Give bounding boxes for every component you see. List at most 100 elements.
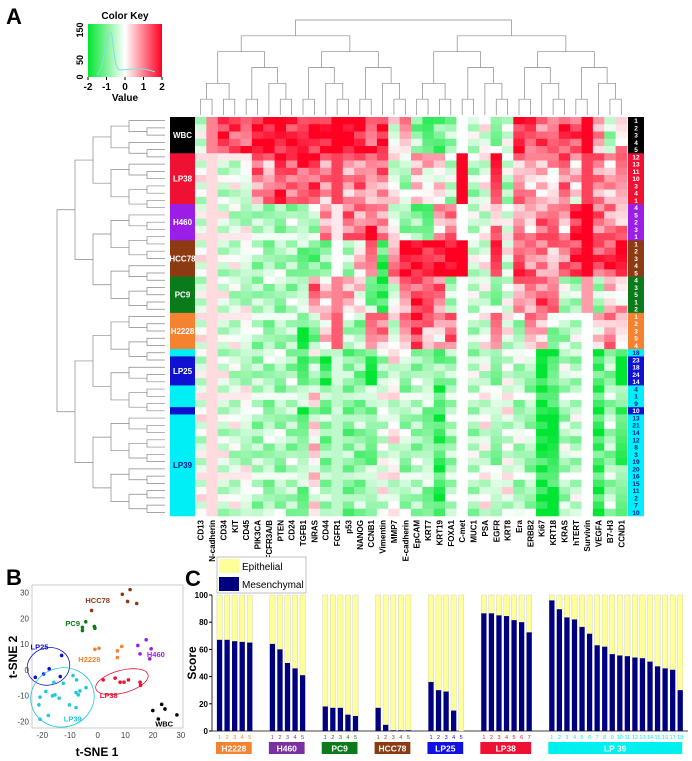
row-group-color bbox=[170, 465, 195, 473]
heatmap-cell bbox=[388, 494, 400, 502]
heatmap-cell bbox=[354, 486, 366, 495]
heatmap-cell bbox=[467, 247, 480, 256]
heatmap-cell bbox=[411, 283, 423, 292]
heatmap-cell bbox=[501, 189, 514, 198]
column-label: C-met bbox=[458, 520, 467, 543]
heatmap-cell bbox=[263, 349, 275, 357]
heatmap-cell bbox=[206, 160, 219, 169]
heatmap-cell bbox=[388, 204, 400, 212]
heatmap-cell bbox=[524, 399, 537, 408]
heatmap-cell bbox=[285, 334, 298, 343]
heatmap-cell bbox=[285, 385, 298, 393]
tsne-plot-area bbox=[31, 584, 184, 729]
heatmap-cell bbox=[501, 407, 514, 415]
heatmap-cell bbox=[195, 182, 207, 190]
heatmap-cell bbox=[581, 269, 594, 277]
heatmap-cell bbox=[490, 486, 503, 495]
heatmap-cell bbox=[206, 182, 219, 190]
heatmap-cell bbox=[365, 407, 378, 415]
heatmap-cell bbox=[354, 160, 366, 169]
heatmap-cell bbox=[445, 370, 457, 379]
heatmap-cell bbox=[490, 501, 503, 510]
heatmap-cell bbox=[445, 247, 457, 256]
heatmap-cell bbox=[274, 392, 287, 401]
heatmap-cell bbox=[411, 363, 423, 372]
heatmap-cell bbox=[467, 508, 480, 517]
heatmap-cell bbox=[422, 153, 435, 161]
heatmap-cell bbox=[342, 327, 355, 335]
heatmap-cell bbox=[536, 349, 548, 357]
heatmap-cell bbox=[354, 349, 366, 357]
heatmap-cell bbox=[229, 378, 241, 386]
heatmap-cell bbox=[536, 421, 548, 430]
heatmap-cell bbox=[240, 247, 253, 256]
heatmap-cell bbox=[195, 399, 207, 408]
row-id: 3 bbox=[634, 452, 638, 459]
column-label: CCND1 bbox=[617, 519, 626, 547]
bar-mesenchymal bbox=[586, 633, 593, 731]
heatmap-cell bbox=[331, 189, 344, 198]
heatmap-cell bbox=[263, 124, 275, 132]
heatmap-cell bbox=[263, 479, 275, 488]
heatmap-cell bbox=[217, 327, 230, 335]
heatmap-cell bbox=[604, 472, 616, 481]
heatmap-cell bbox=[240, 291, 253, 299]
heatmap-cell bbox=[399, 320, 412, 328]
heatmap-cell bbox=[479, 131, 491, 140]
heatmap-cell bbox=[308, 378, 321, 386]
heatmap-cell bbox=[524, 233, 537, 241]
heatmap-cell bbox=[240, 494, 253, 502]
heatmap-cell bbox=[206, 131, 219, 140]
heatmap-cell bbox=[615, 225, 628, 234]
heatmap-cell bbox=[592, 146, 605, 154]
heatmap-cell bbox=[206, 341, 219, 350]
bar-epithelial bbox=[322, 594, 329, 707]
bar-epithelial bbox=[617, 594, 623, 656]
heatmap-cell bbox=[376, 428, 389, 437]
tsne-point bbox=[46, 713, 51, 718]
heatmap-cell bbox=[592, 414, 605, 422]
heatmap-cell bbox=[592, 211, 605, 219]
heatmap-cell bbox=[331, 486, 344, 495]
heatmap-cell bbox=[513, 501, 525, 510]
heatmap-cell bbox=[399, 428, 412, 437]
heatmap-cell bbox=[524, 283, 537, 292]
heatmap-cell bbox=[570, 189, 582, 198]
row-id-color bbox=[628, 407, 644, 415]
heatmap-cell bbox=[263, 399, 275, 408]
heatmap-cell bbox=[604, 349, 616, 357]
heatmap-cell bbox=[263, 341, 275, 350]
column-label: Vimentin bbox=[379, 520, 388, 554]
tsne-point bbox=[71, 673, 75, 678]
heatmap-cell bbox=[501, 131, 514, 140]
row-id-color bbox=[628, 486, 644, 495]
bar-epithelial bbox=[405, 594, 412, 731]
heatmap-cell bbox=[274, 160, 287, 169]
bar-index: 2 bbox=[226, 735, 229, 741]
heatmap-cell bbox=[206, 385, 219, 393]
heatmap-cell bbox=[229, 312, 241, 321]
heatmap-cell bbox=[592, 218, 605, 227]
heatmap-cell bbox=[263, 276, 275, 285]
heatmap-cell bbox=[297, 204, 309, 212]
heatmap-cell bbox=[422, 501, 435, 510]
heatmap-cell bbox=[388, 450, 400, 459]
heatmap-cell bbox=[365, 189, 378, 198]
heatmap-cell bbox=[388, 436, 400, 444]
heatmap-cell bbox=[615, 320, 628, 328]
heatmap-cell bbox=[195, 486, 207, 495]
heatmap-cell bbox=[229, 298, 241, 306]
heatmap-cell bbox=[604, 421, 616, 430]
heatmap-cell bbox=[399, 269, 412, 277]
heatmap-cell bbox=[251, 283, 264, 292]
heatmap-cell bbox=[604, 153, 616, 161]
heatmap-cell bbox=[570, 479, 582, 488]
heatmap-cell bbox=[263, 378, 275, 386]
heatmap-cell bbox=[297, 138, 309, 147]
bar-index: 5 bbox=[581, 735, 584, 741]
heatmap-cell bbox=[581, 320, 594, 328]
heatmap-cell bbox=[285, 218, 298, 227]
heatmap-cell bbox=[558, 233, 571, 241]
heatmap-cell bbox=[376, 117, 389, 125]
heatmap-cell bbox=[581, 392, 594, 401]
